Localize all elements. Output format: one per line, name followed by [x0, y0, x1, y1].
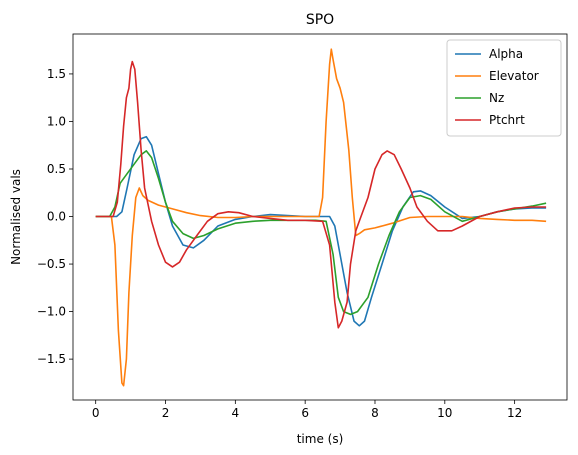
legend-label: Alpha [489, 47, 523, 61]
y-tick-label: 0.0 [47, 210, 66, 224]
y-tick-label: −1.5 [37, 352, 66, 366]
x-tick-label: 8 [371, 406, 379, 420]
x-tick-label: 6 [301, 406, 309, 420]
y-tick-label: 1.0 [47, 114, 66, 128]
x-tick-label: 12 [507, 406, 522, 420]
x-axis-label: time (s) [297, 432, 344, 446]
y-tick-label: −1.0 [37, 305, 66, 319]
y-axis-label: Normalised vals [9, 169, 23, 265]
legend-label: Elevator [489, 69, 539, 83]
x-tick-label: 4 [232, 406, 240, 420]
plot-lines [95, 48, 547, 387]
x-axis-ticks: 0 2 4 6 8 10 12 [92, 400, 522, 420]
legend-label: Ptchrt [489, 113, 525, 127]
series-line-alpha [95, 135, 547, 327]
plot-frame [72, 33, 568, 401]
series-line-ptchrt [95, 60, 547, 329]
legend-box [446, 39, 562, 137]
legend: Alpha Elevator Nz Ptchrt [446, 39, 562, 137]
y-tick-label: −0.5 [37, 257, 66, 271]
series-line-elevator [95, 48, 547, 387]
x-tick-label: 2 [162, 406, 170, 420]
y-axis-ticks: −1.5 −1.0 −0.5 0.0 0.5 1.0 1.5 [37, 67, 73, 366]
x-tick-label: 0 [92, 406, 100, 420]
y-tick-label: 0.5 [47, 162, 66, 176]
chart-title: SPO [306, 12, 334, 28]
legend-label: Nz [489, 91, 504, 105]
x-tick-label: 10 [437, 406, 452, 420]
y-tick-label: 1.5 [47, 67, 66, 81]
